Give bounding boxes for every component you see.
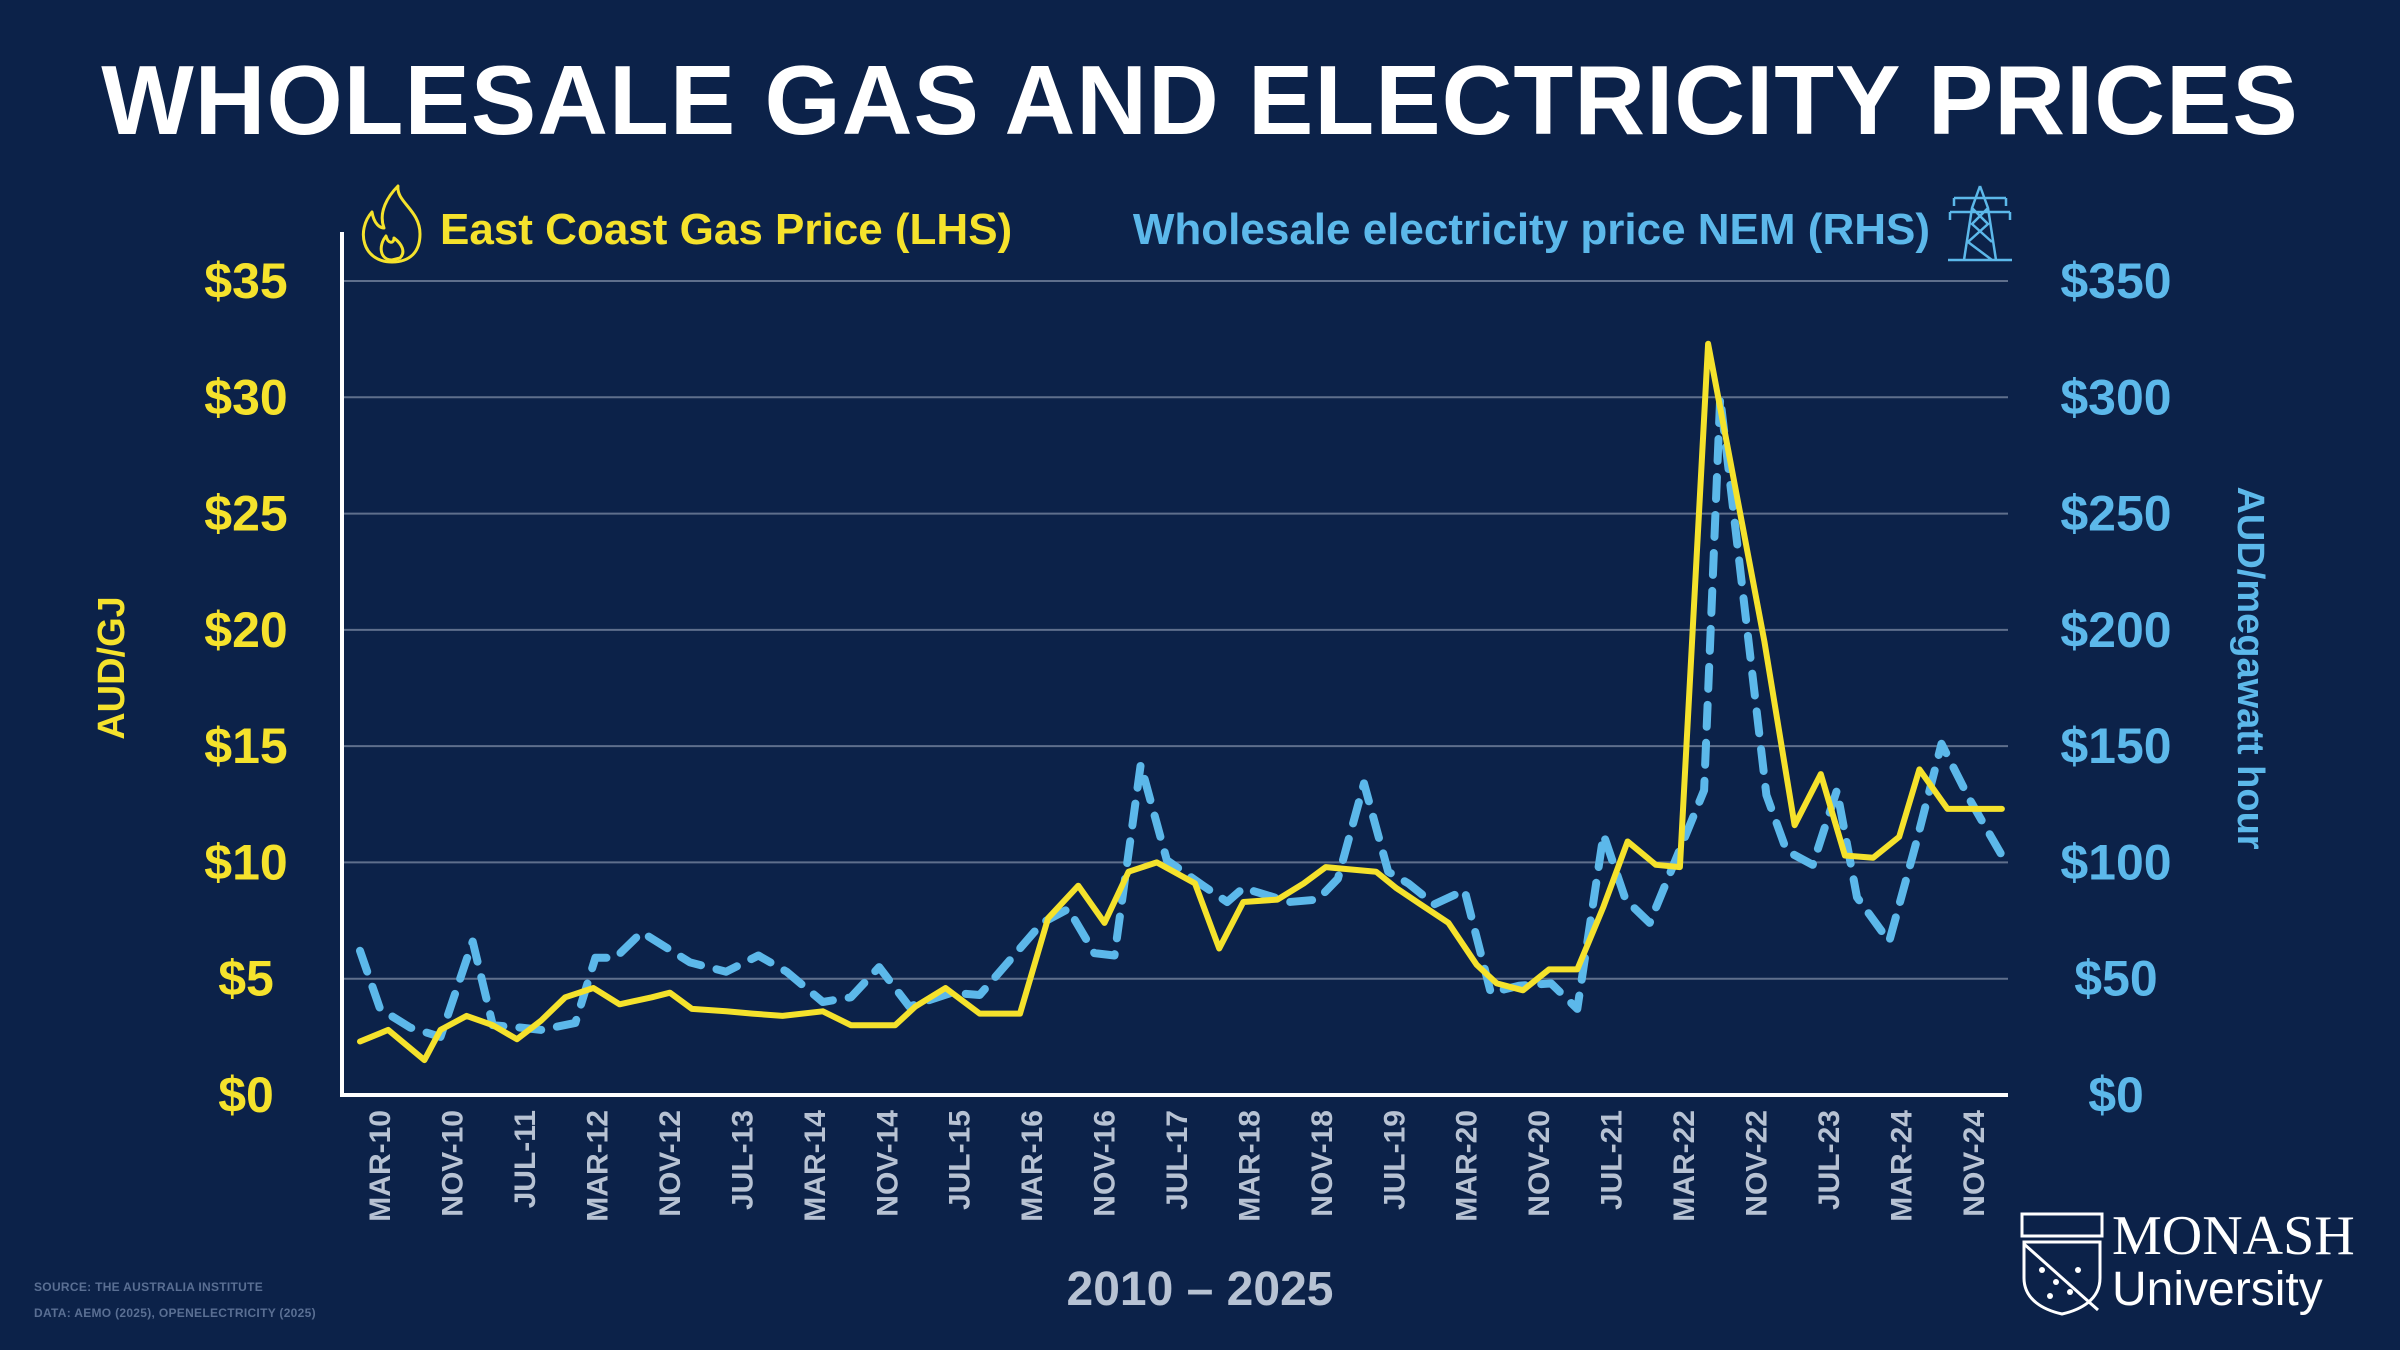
left-tick-label: $20 bbox=[204, 602, 287, 658]
x-tick-label: NOV-20 bbox=[1523, 1110, 1556, 1217]
x-tick-label: NOV-16 bbox=[1089, 1110, 1122, 1217]
series-layer bbox=[356, 340, 2006, 1064]
logo-name: MONASH bbox=[2112, 1205, 2355, 1267]
x-tick-label: JUL-11 bbox=[509, 1110, 542, 1208]
x-tick-label: JUL-17 bbox=[1161, 1110, 1194, 1210]
transmission-tower-icon bbox=[1948, 185, 2012, 262]
x-tick-label: NOV-18 bbox=[1306, 1110, 1339, 1217]
x-tick-label: NOV-10 bbox=[437, 1110, 470, 1217]
electricity-price-line bbox=[356, 393, 2006, 1041]
x-tick-label: MAR-24 bbox=[1885, 1110, 1918, 1222]
x-tick-label: MAR-16 bbox=[1016, 1110, 1049, 1222]
monash-logo: MONASH University bbox=[2020, 1208, 2355, 1318]
x-tick-label: NOV-22 bbox=[1740, 1110, 1773, 1217]
right-tick-label: $0 bbox=[2088, 1067, 2144, 1123]
x-tick-label: MAR-20 bbox=[1451, 1110, 1484, 1222]
x-tick-label: MAR-22 bbox=[1668, 1110, 1701, 1222]
legend-gas-label: East Coast Gas Price (LHS) bbox=[440, 205, 1012, 254]
x-tick-label: NOV-12 bbox=[654, 1110, 687, 1217]
axes bbox=[340, 232, 2008, 1097]
x-tick-label: NOV-14 bbox=[871, 1110, 904, 1217]
left-tick-label: $25 bbox=[204, 486, 287, 542]
right-axis-label: AUD/megawatt hour bbox=[2229, 486, 2271, 849]
data-note: DATA: AEMO (2025), OPENELECTRICITY (2025… bbox=[34, 1306, 316, 1320]
logo-sub: University bbox=[2112, 1263, 2323, 1316]
chart-title: WHOLESALE GAS AND ELECTRICITY PRICES bbox=[101, 45, 2299, 155]
x-tick-label: MAR-10 bbox=[364, 1110, 397, 1222]
x-tick-label: JUL-21 bbox=[1596, 1110, 1629, 1210]
left-tick-label: $35 bbox=[204, 253, 287, 309]
flame-icon bbox=[361, 184, 422, 264]
x-tick-label: NOV-24 bbox=[1958, 1110, 1991, 1217]
left-tick-label: $10 bbox=[204, 834, 287, 890]
legend-electricity-label: Wholesale electricity price NEM (RHS) bbox=[1133, 205, 1930, 254]
left-tick-label: $30 bbox=[204, 369, 287, 425]
left-tick-label: $5 bbox=[218, 951, 274, 1007]
x-tick-label: MAR-14 bbox=[799, 1110, 832, 1222]
right-axis-ticks: $0 $50 $100 $150 $200 $250 $300 $350 bbox=[2060, 253, 2171, 1123]
legend-gas: East Coast Gas Price (LHS) bbox=[361, 184, 1012, 264]
x-tick-label: JUL-15 bbox=[944, 1110, 977, 1210]
left-tick-label: $15 bbox=[204, 718, 287, 774]
x-axis-ticks: MAR-10 NOV-10 JUL-11 MAR-12 NOV-12 JUL-13 MAR-… bbox=[364, 1110, 1991, 1222]
right-tick-label: $150 bbox=[2060, 718, 2171, 774]
right-tick-label: $100 bbox=[2060, 834, 2171, 890]
x-tick-label: JUL-23 bbox=[1813, 1110, 1846, 1210]
crest-icon bbox=[2020, 1212, 2104, 1316]
right-tick-label: $350 bbox=[2060, 253, 2171, 309]
right-tick-label: $200 bbox=[2060, 602, 2171, 658]
x-tick-label: JUL-13 bbox=[726, 1110, 759, 1210]
right-tick-label: $50 bbox=[2074, 951, 2157, 1007]
right-tick-label: $250 bbox=[2060, 486, 2171, 542]
x-tick-label: JUL-19 bbox=[1378, 1110, 1411, 1210]
left-axis-label: AUD/GJ bbox=[91, 596, 133, 740]
x-tick-label: MAR-18 bbox=[1233, 1110, 1266, 1222]
legend-electricity: Wholesale electricity price NEM (RHS) bbox=[1133, 185, 2012, 262]
period-label: 2010 – 2025 bbox=[1066, 1263, 1334, 1316]
left-axis-ticks: $0 $5 $10 $15 $20 $25 $30 $35 bbox=[204, 253, 287, 1123]
x-tick-label: MAR-12 bbox=[582, 1110, 615, 1222]
gas-price-line bbox=[357, 340, 2005, 1064]
left-tick-label: $0 bbox=[218, 1067, 274, 1123]
right-tick-label: $300 bbox=[2060, 369, 2171, 425]
source-note: SOURCE: THE AUSTRALIA INSTITUTE bbox=[34, 1280, 264, 1294]
